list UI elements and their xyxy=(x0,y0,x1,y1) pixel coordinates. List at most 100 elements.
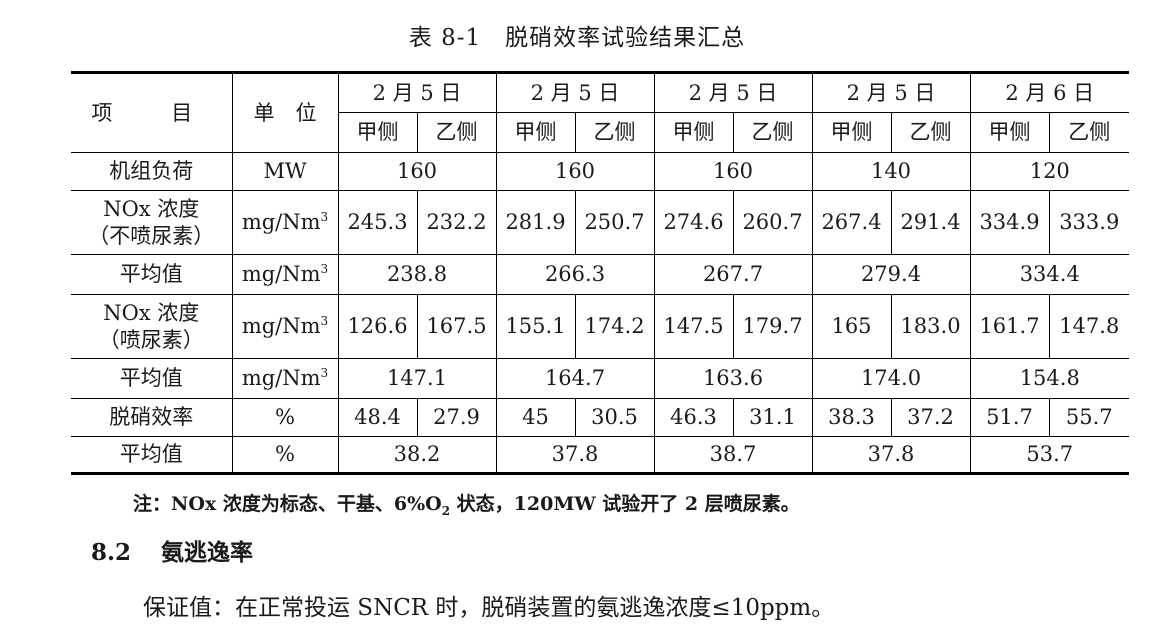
table-cell: 160 xyxy=(495,152,655,191)
table-cell: 27.9 xyxy=(416,398,497,437)
body-paragraph: 保证值：在正常投运 SNCR 时，脱硝装置的氨逃逸浓度≤10ppm。 xyxy=(143,595,835,621)
table-cell: 140 xyxy=(811,152,971,191)
table-cell: 174.2 xyxy=(574,294,655,359)
row-label-line1: NOx 浓度 xyxy=(103,301,200,326)
row-label: 脱硝效率 xyxy=(71,398,233,437)
results-table: 项 目 单 位 2 月 5 日 2 月 5 日 2 月 5 日 2 月 5 日 … xyxy=(71,71,1129,475)
side-a-header: 甲侧 xyxy=(969,112,1050,153)
note-text-1: 注：NOx 浓度为标态、干基、6%O xyxy=(133,493,442,515)
table-cell: 51.7 xyxy=(969,398,1050,437)
side-b-header: 乙侧 xyxy=(1048,112,1129,153)
date-header: 2 月 5 日 xyxy=(811,72,971,113)
row-unit: mg/Nm3 xyxy=(231,254,339,295)
note-text-2: 状态，120MW 试验开了 2 层喷尿素。 xyxy=(450,493,800,515)
date-header: 2 月 5 日 xyxy=(495,72,655,113)
table-cell: 167.5 xyxy=(416,294,497,359)
table-cell: 279.4 xyxy=(811,254,971,295)
table-cell: 250.7 xyxy=(574,190,655,255)
table-cell: 245.3 xyxy=(337,190,418,255)
unit-sup: 3 xyxy=(320,314,329,329)
row-unit: % xyxy=(231,436,339,474)
table-cell: 120 xyxy=(969,152,1129,191)
table-cell: 155.1 xyxy=(495,294,576,359)
table-row-avg-after: 平均值 mg/Nm3 147.1 164.7 163.6 174.0 154.8 xyxy=(71,358,1129,399)
row-label: 平均值 xyxy=(71,358,233,399)
table-cell: 291.4 xyxy=(890,190,971,255)
table-cell: 161.7 xyxy=(969,294,1050,359)
side-b-header: 乙侧 xyxy=(574,112,655,153)
table-cell: 147.1 xyxy=(337,358,497,399)
unit-base: mg/Nm xyxy=(241,314,321,339)
row-label: 平均值 xyxy=(71,436,233,474)
row-label: 机组负荷 xyxy=(71,152,233,191)
row-unit: mg/Nm3 xyxy=(231,190,339,255)
table-row-nox-before: NOx 浓度 （不喷尿素） mg/Nm3 245.3 232.2 281.9 2… xyxy=(71,190,1129,255)
table-cell: 179.7 xyxy=(732,294,813,359)
note-subscript: 2 xyxy=(441,503,451,518)
table-cell: 31.1 xyxy=(732,398,813,437)
table-cell: 232.2 xyxy=(416,190,497,255)
side-a-header: 甲侧 xyxy=(338,112,418,153)
table-cell: 164.7 xyxy=(495,358,655,399)
date-header: 2 月 5 日 xyxy=(653,72,813,113)
table-row-avg-before: 平均值 mg/Nm3 238.8 266.3 267.7 279.4 334.4 xyxy=(71,254,1129,295)
table-cell: 38.7 xyxy=(653,436,813,474)
table-cell: 165 xyxy=(811,294,892,359)
table-caption: 表 8-1 脱硝效率试验结果汇总 xyxy=(408,25,746,51)
table-cell: 160 xyxy=(653,152,813,191)
unit-base: mg/Nm xyxy=(241,262,321,287)
table-cell: 53.7 xyxy=(969,436,1129,474)
table-cell: 260.7 xyxy=(732,190,813,255)
row-label: 平均值 xyxy=(71,254,233,295)
unit-sup: 3 xyxy=(320,262,329,277)
side-a-header: 甲侧 xyxy=(495,112,576,153)
header-item: 项 目 xyxy=(71,72,233,153)
unit-sup: 3 xyxy=(320,210,329,225)
table-cell: 174.0 xyxy=(811,358,971,399)
table-row-efficiency: 脱硝效率 % 48.4 27.9 45 30.5 46.3 31.1 38.3 … xyxy=(71,398,1129,437)
table-cell: 267.4 xyxy=(811,190,892,255)
row-unit: % xyxy=(231,398,339,437)
table-cell: 183.0 xyxy=(890,294,971,359)
table-cell: 238.8 xyxy=(337,254,497,295)
side-a-header: 甲侧 xyxy=(653,112,734,153)
table-cell: 147.5 xyxy=(653,294,734,359)
table-cell: 37.2 xyxy=(890,398,971,437)
table-cell: 267.7 xyxy=(653,254,813,295)
row-unit: MW xyxy=(231,152,339,191)
table-cell: 38.2 xyxy=(337,436,497,474)
unit-sup: 3 xyxy=(320,366,329,381)
table-cell: 147.8 xyxy=(1048,294,1129,359)
table-cell: 154.8 xyxy=(969,358,1129,399)
table-cell: 160 xyxy=(337,152,497,191)
section-number: 8.2 xyxy=(91,539,132,566)
date-header: 2 月 6 日 xyxy=(969,72,1129,113)
table-cell: 37.8 xyxy=(811,436,971,474)
date-header: 2 月 5 日 xyxy=(337,72,497,113)
row-unit: mg/Nm3 xyxy=(231,358,339,399)
side-b-header: 乙侧 xyxy=(732,112,813,153)
table-cell: 37.8 xyxy=(495,436,655,474)
table-cell: 274.6 xyxy=(653,190,734,255)
table-cell: 55.7 xyxy=(1048,398,1129,437)
table-row-nox-after: NOx 浓度 （喷尿素） mg/Nm3 126.6 167.5 155.1 17… xyxy=(71,294,1129,359)
table-cell: 38.3 xyxy=(811,398,892,437)
table-cell: 48.4 xyxy=(337,398,418,437)
table-cell: 163.6 xyxy=(653,358,813,399)
table-cell: 46.3 xyxy=(653,398,734,437)
table-cell: 30.5 xyxy=(574,398,655,437)
table-cell: 334.4 xyxy=(969,254,1129,295)
table-cell: 45 xyxy=(495,398,576,437)
section-title: 氨逃逸率 xyxy=(161,539,254,566)
header-row-dates: 项 目 单 位 2 月 5 日 2 月 5 日 2 月 5 日 2 月 5 日 … xyxy=(71,72,1129,153)
row-label-line1: NOx 浓度 xyxy=(103,197,200,222)
table-row-avg-efficiency: 平均值 % 38.2 37.8 38.7 37.8 53.7 xyxy=(71,436,1129,474)
header-row-sides: 甲侧 乙侧 甲侧 乙侧 甲侧 乙侧 甲侧 乙侧 甲侧 乙侧 xyxy=(71,112,1129,153)
table-cell: 334.9 xyxy=(969,190,1050,255)
side-b-header: 乙侧 xyxy=(890,112,971,153)
side-b-header: 乙侧 xyxy=(416,112,497,153)
unit-base: mg/Nm xyxy=(241,210,321,235)
table-note: 注：NOx 浓度为标态、干基、6%O2 状态，120MW 试验开了 2 层喷尿素… xyxy=(133,489,800,518)
table-cell: 266.3 xyxy=(495,254,655,295)
unit-base: mg/Nm xyxy=(241,366,321,391)
